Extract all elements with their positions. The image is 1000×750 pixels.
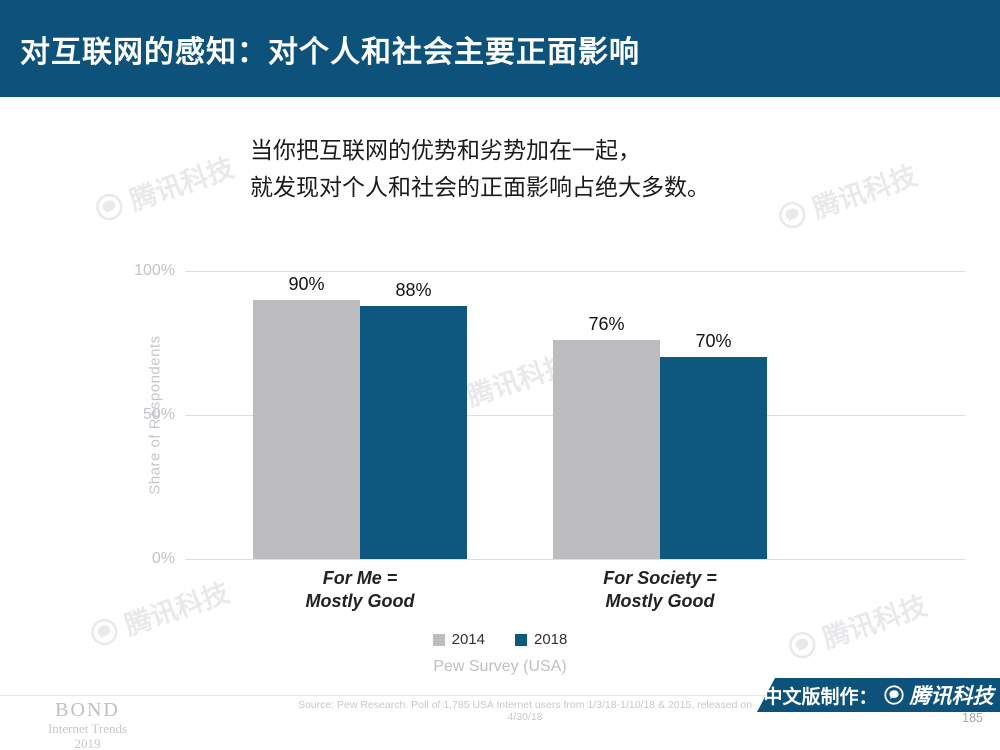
legend-label: 2014 — [451, 631, 485, 648]
page-number: 185 — [962, 711, 983, 725]
subtitle-line-2: 就发现对个人和社会的正面影响占绝大多数。 — [250, 174, 710, 200]
legend-item-2014: 2014 — [432, 631, 485, 648]
bar-value-label: 70% — [695, 331, 732, 352]
bar-2018-group1 — [360, 305, 467, 559]
legend-swatch — [432, 633, 445, 646]
x-axis-category-labels: For Me = Mostly Good For Society = Mostly… — [185, 567, 965, 619]
legend-item-2018: 2018 — [515, 631, 567, 648]
gridline — [185, 271, 965, 272]
bond-logo-line2: Internet Trends — [47, 721, 128, 736]
bond-logo-line3: 2019 — [74, 736, 101, 750]
banner-prefix: 中文版制作： — [763, 686, 878, 708]
gridline — [185, 559, 965, 560]
legend-label: 2018 — [534, 631, 568, 648]
source-note: Source: Pew Research. Poll of 1,785 USA … — [297, 699, 753, 723]
y-tick-label: 50% — [142, 406, 175, 423]
bond-logo: BOND Internet Trends 2019 — [0, 699, 175, 750]
subtitle-line-1: 当你把互联网的优势和劣势加在一起， — [250, 137, 641, 163]
bar-2018-group2 — [660, 357, 767, 559]
bar-value-label: 88% — [395, 279, 432, 300]
bar-value-label: 90% — [288, 273, 325, 294]
tencent-logo-icon — [96, 193, 123, 220]
bar-2014-group2 — [553, 340, 660, 559]
tencent-watermark: 腾讯科技 — [782, 584, 932, 668]
tencent-logo-icon — [789, 631, 816, 658]
chart-legend: 2014 2018 — [0, 631, 1000, 648]
bar-value-label: 76% — [588, 314, 625, 335]
bond-logo-name: BOND — [55, 699, 120, 721]
chart-caption: Pew Survey (USA) — [433, 658, 567, 675]
bar-2014-group1 — [253, 299, 360, 559]
tencent-watermark: 腾讯科技 — [89, 146, 239, 230]
x-category-label-2: For Society = Mostly Good — [603, 568, 717, 611]
banner-brand: 腾讯科技 — [909, 685, 994, 708]
tencent-logo-icon — [91, 618, 118, 645]
footer-divider — [0, 695, 1000, 696]
y-tick-label: 0% — [151, 550, 175, 567]
y-tick-label: 100% — [134, 262, 175, 279]
slide-subtitle: 当你把互联网的优势和劣势加在一起， 就发现对个人和社会的正面影响占绝大多数。 — [250, 132, 710, 206]
legend-swatch — [515, 633, 527, 646]
tencent-watermark: 腾讯科技 — [772, 154, 922, 238]
tencent-logo-icon — [883, 685, 904, 705]
plot-area: 100% 50% 0% 90% 76% 88% 70% — [134, 262, 965, 567]
header-bar: 对互联网的感知：对个人和社会主要正面影响 — [0, 0, 1000, 97]
tencent-watermark: 腾讯科技 — [84, 571, 234, 655]
page-title: 对互联网的感知：对个人和社会主要正面影响 — [20, 35, 640, 69]
x-category-label-1: For Me = Mostly Good — [305, 568, 415, 611]
tencent-banner: 中文版制作： 腾讯科技 — [757, 678, 1000, 712]
tencent-logo-icon — [779, 201, 806, 228]
